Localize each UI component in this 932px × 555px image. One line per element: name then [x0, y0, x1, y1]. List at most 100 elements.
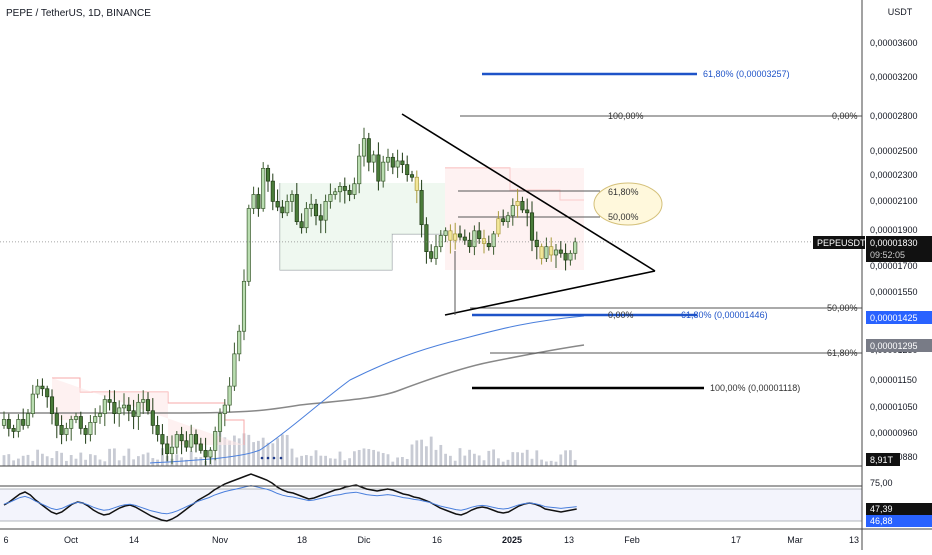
candle-body[interactable]	[438, 235, 443, 248]
candle-body[interactable]	[145, 399, 151, 412]
candle-body[interactable]	[11, 428, 16, 432]
candle-body[interactable]	[54, 413, 59, 426]
candle-body[interactable]	[222, 404, 227, 414]
candle-body[interactable]	[409, 174, 415, 178]
candle-body[interactable]	[467, 239, 472, 248]
candle-body[interactable]	[78, 416, 83, 429]
candle-body[interactable]	[371, 154, 376, 163]
candle-body[interactable]	[237, 330, 242, 355]
candle-body[interactable]	[93, 416, 98, 423]
candle-body[interactable]	[294, 194, 299, 223]
candle-body[interactable]	[347, 190, 352, 195]
candle-body[interactable]	[443, 230, 448, 236]
candle-body[interactable]	[83, 428, 88, 435]
candle-body[interactable]	[16, 419, 21, 432]
candle-body[interactable]	[544, 246, 549, 259]
candle-body[interactable]	[361, 138, 367, 157]
candle-body[interactable]	[400, 160, 405, 165]
candle-body[interactable]	[150, 410, 155, 426]
candle-body[interactable]	[6, 419, 11, 429]
candle-body[interactable]	[88, 422, 93, 435]
candle-body[interactable]	[193, 434, 199, 445]
candle-body[interactable]	[107, 399, 112, 403]
candle-body[interactable]	[270, 180, 275, 202]
candle-body[interactable]	[121, 404, 127, 409]
candle-body[interactable]	[189, 434, 194, 448]
candle-body[interactable]	[131, 410, 136, 417]
candle-body[interactable]	[366, 138, 371, 163]
candle-body[interactable]	[491, 233, 496, 248]
candle-body[interactable]	[486, 243, 491, 248]
candle-body[interactable]	[45, 388, 50, 398]
candle-body[interactable]	[198, 443, 203, 451]
candle-body[interactable]	[21, 419, 26, 426]
candle-body[interactable]	[241, 280, 247, 332]
candle-body[interactable]	[496, 218, 501, 235]
candle-body[interactable]	[477, 230, 482, 239]
candle-body[interactable]	[515, 201, 520, 206]
triangle-lower-line[interactable]	[444, 270, 656, 316]
candle-body[interactable]	[568, 252, 573, 261]
candle-body[interactable]	[289, 194, 295, 202]
candle-body[interactable]	[510, 205, 515, 217]
candle-body[interactable]	[529, 212, 535, 241]
candle-body[interactable]	[285, 201, 290, 214]
candle-body[interactable]	[35, 385, 40, 395]
candle-body[interactable]	[280, 206, 285, 214]
candle-body[interactable]	[1, 419, 7, 426]
candle-body[interactable]	[342, 186, 347, 191]
candle-body[interactable]	[25, 413, 31, 426]
candle-body[interactable]	[165, 443, 170, 455]
candle-body[interactable]	[256, 194, 261, 209]
candle-body[interactable]	[265, 167, 271, 182]
candle-body[interactable]	[462, 236, 467, 241]
triangle-upper-line[interactable]	[401, 113, 656, 272]
candle-body[interactable]	[59, 425, 64, 435]
candle-body[interactable]	[457, 233, 463, 238]
candle-body[interactable]	[174, 434, 179, 448]
candle-body[interactable]	[208, 450, 213, 458]
candle-body[interactable]	[275, 201, 280, 208]
candle-body[interactable]	[505, 215, 511, 223]
candle-body[interactable]	[246, 208, 251, 282]
candle-body[interactable]	[251, 194, 256, 209]
candle-body[interactable]	[323, 201, 328, 221]
candle-body[interactable]	[141, 399, 146, 403]
candle-body[interactable]	[102, 399, 107, 414]
candle-body[interactable]	[213, 431, 218, 451]
candle-body[interactable]	[313, 203, 319, 217]
candle-body[interactable]	[520, 201, 525, 211]
candle-body[interactable]	[299, 221, 304, 229]
candle-body[interactable]	[112, 401, 117, 414]
candle-body[interactable]	[534, 239, 539, 248]
candle-body[interactable]	[448, 230, 453, 241]
candle-body[interactable]	[328, 194, 333, 202]
candle-body[interactable]	[155, 425, 160, 435]
candles-layer[interactable]	[1, 127, 578, 466]
candle-body[interactable]	[553, 249, 559, 256]
candle-body[interactable]	[169, 446, 175, 455]
candle-body[interactable]	[424, 224, 429, 252]
candle-body[interactable]	[453, 233, 458, 241]
candle-body[interactable]	[203, 450, 208, 458]
candle-body[interactable]	[405, 164, 410, 176]
candle-body[interactable]	[69, 419, 74, 429]
candle-body[interactable]	[390, 156, 395, 168]
candle-body[interactable]	[184, 440, 189, 448]
candle-body[interactable]	[539, 246, 544, 259]
candle-body[interactable]	[563, 252, 568, 261]
candle-body[interactable]	[419, 190, 424, 226]
candle-body[interactable]	[309, 203, 314, 209]
candle-body[interactable]	[433, 246, 439, 259]
candle-body[interactable]	[117, 407, 122, 414]
candle-body[interactable]	[217, 413, 223, 432]
candle-body[interactable]	[160, 434, 165, 445]
candle-body[interactable]	[376, 154, 381, 182]
candle-body[interactable]	[64, 428, 69, 435]
candle-body[interactable]	[501, 218, 506, 223]
candle-body[interactable]	[558, 249, 563, 254]
candle-body[interactable]	[429, 251, 434, 259]
candle-body[interactable]	[30, 393, 35, 414]
candle-body[interactable]	[40, 385, 45, 390]
currency-button[interactable]: USDT	[887, 7, 913, 17]
